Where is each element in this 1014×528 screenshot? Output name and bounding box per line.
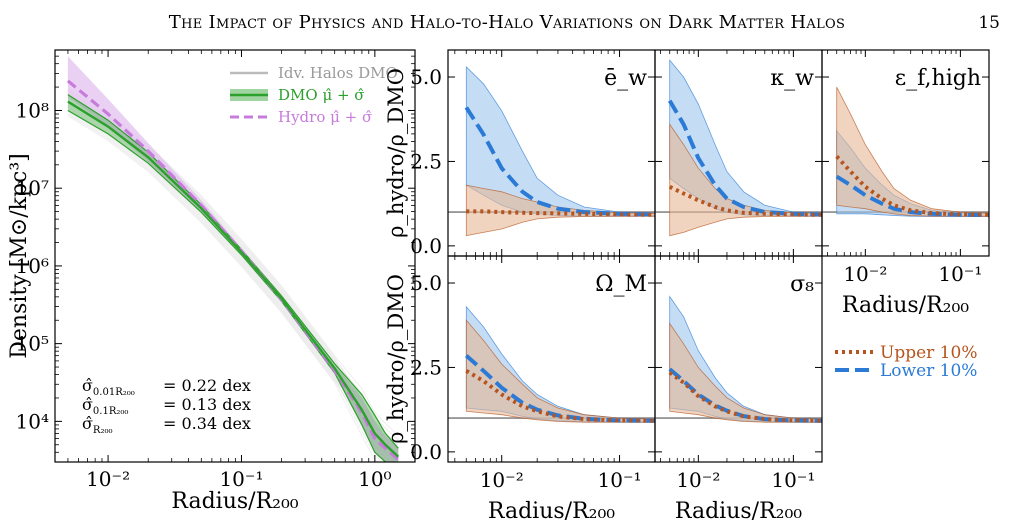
- ratio-panel: 10⁻² 10⁻¹ Radius/R₂₀₀ ε_f,high: [821, 49, 990, 318]
- legend-label: Idv. Halos DMO: [278, 64, 398, 82]
- ratio-legend: Upper 10%Lower 10%: [835, 343, 977, 381]
- y-tick-label: 0.0: [410, 440, 442, 464]
- x-tick-label: 10⁻¹: [598, 468, 642, 492]
- ratio-data: [822, 86, 989, 218]
- x-axis-label: Radius/R₂₀₀: [675, 499, 802, 524]
- running-title: The Impact of Physics and Halo-to-Halo V…: [169, 12, 845, 33]
- y-tick-label: 10⁴: [16, 409, 49, 433]
- dmo-mean-line: [67, 100, 400, 458]
- x-axis-label: Radius/R₂₀₀: [171, 489, 298, 514]
- stat-line: σ̂0.01R₂₀₀: [82, 376, 135, 398]
- ratio-data: [655, 295, 822, 423]
- scatter-stats: σ̂0.01R₂₀₀ = 0.22 dex σ̂0.1R₂₀₀ = 0.13 dex σ…: [82, 376, 251, 436]
- legend-label-upper: Upper 10%: [880, 343, 977, 363]
- ratio-panel: 0.0 2.5 5.0ρ_hydro/ρ_DMO 10⁻² 10⁻¹ Radius/R₂₀…: [384, 255, 656, 524]
- y-axis-label: Density [M⊙/kpc³]: [7, 153, 32, 359]
- ratio-data: [448, 305, 655, 423]
- dmo-band-upper-edge: [67, 94, 399, 449]
- y-tick-label: 10⁸: [16, 98, 49, 122]
- upper-10-band: [836, 86, 989, 217]
- y-tick-label: 0.0: [410, 234, 442, 258]
- plot-area: 10⁴ 10⁵ 10⁶ 10⁷ 10⁸ 10⁻² 10⁻¹ 10⁰ Radius/R₂₀₀ Den…: [7, 49, 990, 524]
- panel-label: σ₈: [790, 272, 814, 297]
- density-legend: Idv. Halos DMO DMO μ̂ + σ̂ Hydro μ̂ + σ̂: [230, 64, 398, 126]
- legend-label: DMO μ̂ + σ̂: [278, 86, 365, 104]
- hydro-band: [67, 56, 399, 462]
- stat-value: = 0.34 dex: [163, 414, 251, 433]
- y-tick-label: 2.5: [410, 355, 442, 379]
- panel-label: κ_w: [770, 66, 814, 91]
- upper-10-line: [668, 370, 822, 423]
- ratio-axes-frame: [654, 255, 823, 463]
- upper-10-line: [668, 184, 822, 217]
- ratio-panel: κ_w: [654, 49, 823, 257]
- dmo-band: [67, 94, 399, 462]
- panel-label: ε_f,high: [895, 66, 981, 91]
- individual-halo-curve: [67, 110, 383, 462]
- page-number: 15: [978, 13, 1000, 33]
- x-tick-label: 10⁰: [358, 467, 391, 491]
- upper-10-line: [466, 209, 655, 217]
- y-tick-label: 10⁷: [16, 176, 49, 200]
- ratio-panel: 10⁻² 10⁻¹ Radius/R₂₀₀ σ₈: [654, 255, 823, 524]
- y-tick-label: 2.5: [410, 149, 442, 173]
- upper-10-band: [669, 322, 822, 423]
- x-axis-label: Radius/R₂₀₀: [842, 293, 969, 318]
- lower-10-line: [464, 354, 655, 423]
- x-tick-label: 10⁻¹: [771, 468, 815, 492]
- y-tick-label: 5.0: [410, 271, 442, 295]
- stat-line: σ̂0.1R₂₀₀: [82, 395, 128, 417]
- legend-label: Hydro μ̂ + σ̂: [278, 108, 372, 126]
- ratio-panel: 0.0 2.5 5.0ρ_hydro/ρ_DMO ē_w: [384, 49, 656, 258]
- x-axis-label: Radius/R₂₀₀: [488, 499, 615, 524]
- panel-label: Ω_M: [595, 272, 647, 297]
- x-tick-label: 10⁻¹: [219, 467, 263, 491]
- ratio-data: [655, 58, 822, 237]
- stat-value: = 0.13 dex: [163, 395, 251, 414]
- y-axis-label: ρ_hydro/ρ_DMO: [384, 68, 408, 238]
- stat-line: σ̂R₂₀₀: [82, 414, 112, 436]
- x-tick-label: 10⁻²: [676, 468, 720, 492]
- ratio-axes-frame: [821, 49, 990, 257]
- density-panel: 10⁴ 10⁵ 10⁶ 10⁷ 10⁸ 10⁻² 10⁻¹ 10⁰ Radius/R₂₀₀ Den…: [7, 49, 416, 514]
- y-tick-label: 10⁶: [16, 254, 49, 278]
- legend-label-lower: Lower 10%: [880, 361, 977, 381]
- upper-10-band: [669, 123, 822, 237]
- upper-10-line: [835, 155, 989, 217]
- stat-value: = 0.22 dex: [163, 376, 251, 395]
- panel-label: ē_w: [604, 66, 647, 91]
- individual-halo-curve: [67, 115, 378, 462]
- x-tick-label: 10⁻²: [480, 468, 524, 492]
- x-tick-label: 10⁻²: [86, 467, 130, 491]
- y-tick-label: 10⁵: [16, 332, 49, 356]
- y-axis-label: ρ_hydro/ρ_DMO: [384, 274, 408, 444]
- x-tick-label: 10⁻¹: [938, 262, 982, 286]
- y-tick-label: 5.0: [410, 65, 442, 89]
- density-data: [66, 56, 400, 462]
- x-tick-label: 10⁻²: [843, 262, 887, 286]
- ratio-data: [448, 65, 655, 237]
